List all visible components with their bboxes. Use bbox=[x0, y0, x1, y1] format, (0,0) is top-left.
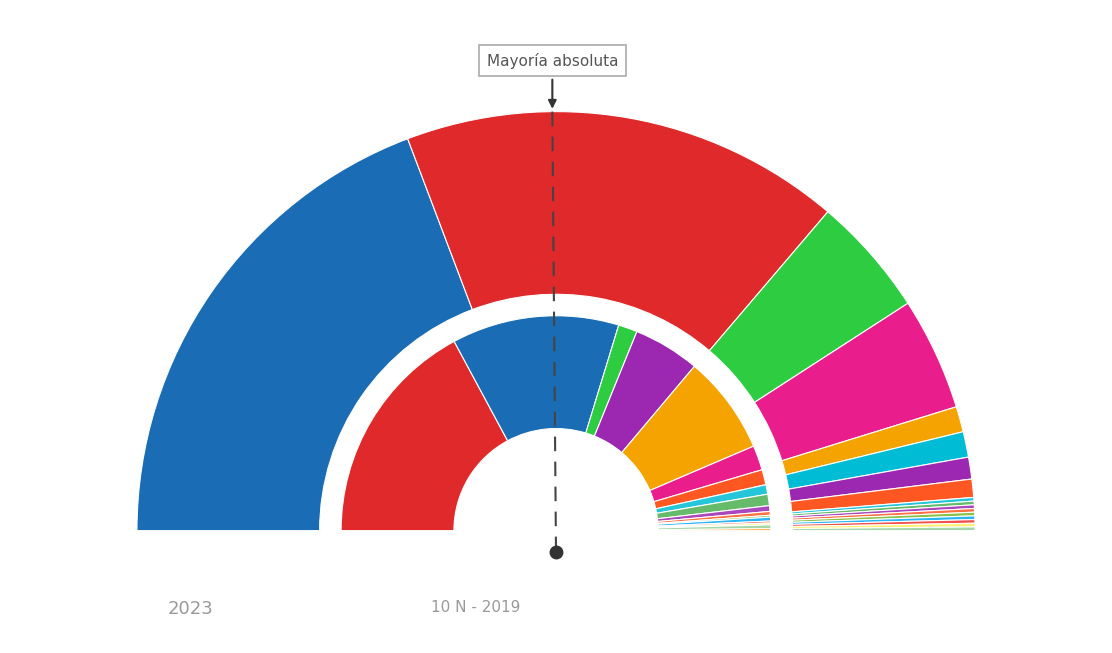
Wedge shape bbox=[793, 523, 975, 528]
Wedge shape bbox=[755, 303, 956, 461]
Wedge shape bbox=[656, 494, 770, 518]
Wedge shape bbox=[792, 512, 975, 522]
Wedge shape bbox=[792, 505, 974, 518]
Wedge shape bbox=[658, 515, 771, 524]
Wedge shape bbox=[654, 470, 766, 509]
Wedge shape bbox=[408, 112, 827, 351]
Wedge shape bbox=[657, 505, 770, 522]
Wedge shape bbox=[792, 516, 975, 524]
Wedge shape bbox=[792, 498, 974, 514]
Wedge shape bbox=[657, 511, 771, 523]
Wedge shape bbox=[793, 527, 975, 531]
Wedge shape bbox=[649, 446, 762, 502]
Wedge shape bbox=[791, 479, 974, 512]
Wedge shape bbox=[658, 525, 771, 530]
Text: Mayoría absoluta: Mayoría absoluta bbox=[487, 53, 618, 106]
Wedge shape bbox=[788, 457, 972, 502]
Text: 2023: 2023 bbox=[168, 601, 214, 618]
Wedge shape bbox=[709, 212, 909, 402]
Wedge shape bbox=[341, 342, 508, 531]
Wedge shape bbox=[586, 325, 637, 436]
Wedge shape bbox=[595, 332, 695, 453]
Wedge shape bbox=[658, 517, 771, 526]
Text: 10 N - 2019: 10 N - 2019 bbox=[430, 601, 520, 616]
Wedge shape bbox=[792, 509, 974, 520]
Wedge shape bbox=[658, 521, 771, 527]
Wedge shape bbox=[792, 501, 974, 516]
Wedge shape bbox=[658, 529, 771, 531]
Wedge shape bbox=[782, 407, 963, 475]
Wedge shape bbox=[622, 366, 754, 490]
Wedge shape bbox=[454, 316, 618, 441]
Wedge shape bbox=[137, 138, 473, 531]
Wedge shape bbox=[786, 432, 969, 489]
Wedge shape bbox=[792, 520, 975, 526]
Wedge shape bbox=[658, 523, 771, 528]
Wedge shape bbox=[656, 485, 767, 513]
